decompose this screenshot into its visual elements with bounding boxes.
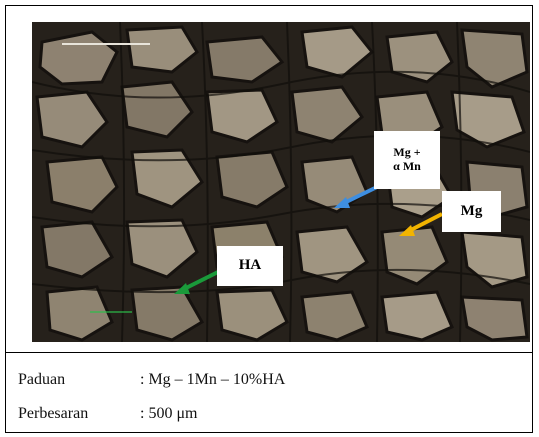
arrow-ha [174,270,219,294]
caption-magnification-value: : 500 μm [140,405,198,422]
caption-magnification-label: Perbesaran [18,405,89,422]
label-mg: Mg [442,191,501,232]
micrograph-image [32,22,530,342]
arrow-mg-mn [334,185,378,208]
caption-alloy-label: Paduan [18,371,66,388]
caption-divider [5,352,533,353]
caption-alloy-value: : Mg – 1Mn – 10%HA [140,371,286,388]
label-ha: HA [217,246,283,286]
arrow-mg [399,212,443,236]
label-mg-alpha-mn-line1: Mg + [393,145,421,160]
figure-frame [5,5,533,433]
caption-magnification-row: Perbesaran : 500 μm [18,405,197,423]
label-mg-alpha-mn: Mg + α Mn [374,131,440,189]
caption-alloy-row: Paduan : Mg – 1Mn – 10%HA [18,371,285,389]
label-mg-alpha-mn-line2: α Mn [393,159,421,173]
